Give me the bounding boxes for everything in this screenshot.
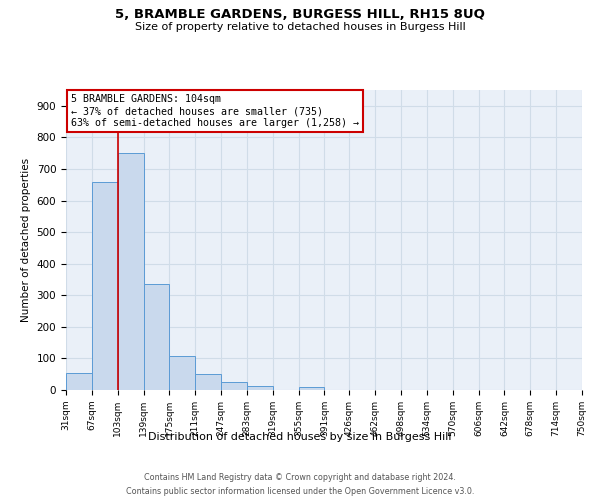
Bar (92, 182, 118, 390)
Bar (169, 356, 195, 390)
Text: Contains HM Land Registry data © Crown copyright and database right 2024.: Contains HM Land Registry data © Crown c… (144, 472, 456, 482)
Bar (195, 374, 221, 390)
Bar (118, 153, 143, 390)
Bar (299, 388, 325, 390)
Bar (247, 386, 272, 390)
Text: 5, BRAMBLE GARDENS, BURGESS HILL, RH15 8UQ: 5, BRAMBLE GARDENS, BURGESS HILL, RH15 8… (115, 8, 485, 20)
Text: Contains public sector information licensed under the Open Government Licence v3: Contains public sector information licen… (126, 488, 474, 496)
Y-axis label: Number of detached properties: Number of detached properties (21, 158, 31, 322)
Text: Size of property relative to detached houses in Burgess Hill: Size of property relative to detached ho… (134, 22, 466, 32)
Text: 5 BRAMBLE GARDENS: 104sqm
← 37% of detached houses are smaller (735)
63% of semi: 5 BRAMBLE GARDENS: 104sqm ← 37% of detac… (71, 94, 359, 128)
Bar (143, 284, 169, 390)
Bar (66, 372, 92, 390)
Bar (221, 382, 247, 390)
Text: Distribution of detached houses by size in Burgess Hill: Distribution of detached houses by size … (148, 432, 452, 442)
